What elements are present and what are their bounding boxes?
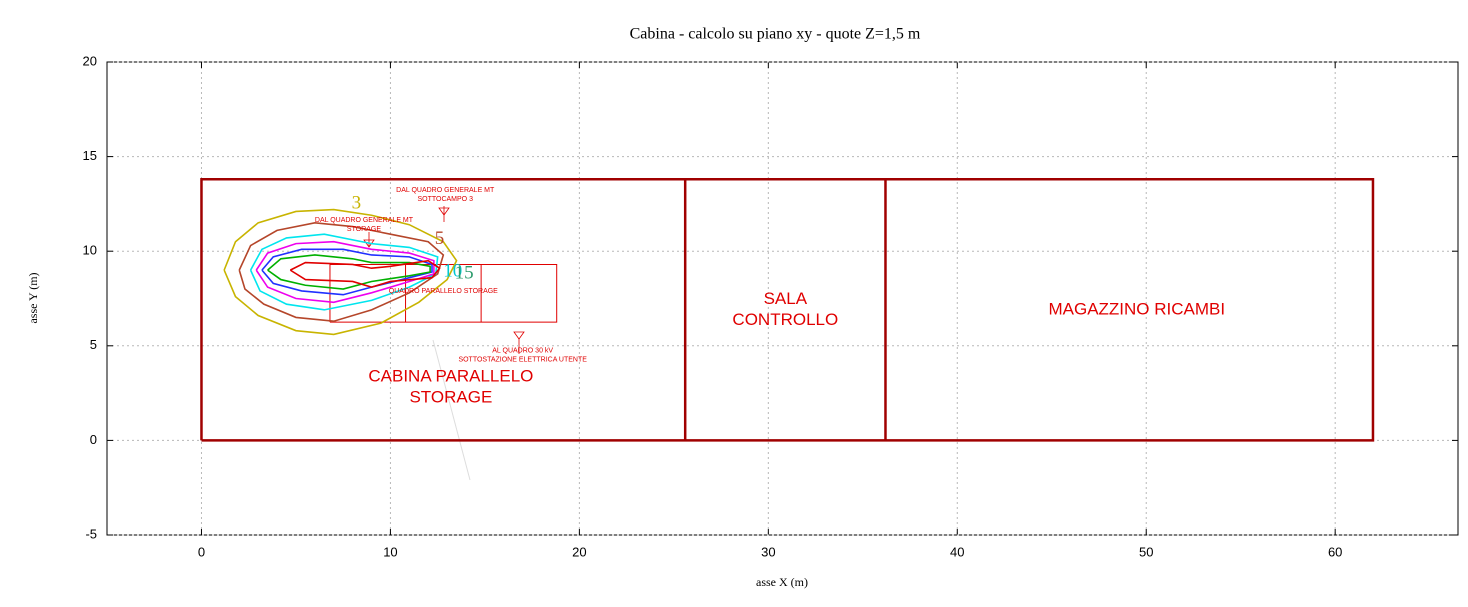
- x-tick-label: 10: [383, 544, 397, 559]
- x-tick-label: 60: [1328, 544, 1342, 559]
- note: AL QUADRO 30 kV: [492, 348, 553, 355]
- chart-title: Cabina - calcolo su piano xy - quote Z=1…: [630, 26, 921, 43]
- contour-line: [238, 222, 445, 323]
- room-label: MAGAZZINO RICAMBI: [1048, 299, 1225, 318]
- contour-label: 15: [455, 262, 474, 283]
- contour-line: [267, 254, 431, 290]
- note: STORAGE: [347, 226, 381, 233]
- contour-line: [255, 240, 435, 304]
- y-tick-label: 10: [83, 243, 97, 258]
- y-tick-label: -5: [85, 526, 97, 541]
- contour-line: [261, 248, 433, 296]
- wall: [200, 178, 1375, 442]
- x-tick-label: 50: [1139, 544, 1153, 559]
- room-label: CABINA PARALLELO: [368, 366, 533, 385]
- x-tick-label: 30: [761, 544, 775, 559]
- y-axis-label: asse Y (m): [26, 272, 40, 323]
- arrow: [438, 206, 450, 222]
- note: DAL QUADRO GENERALE MT: [315, 217, 414, 224]
- note: DAL QUADRO GENERALE MT: [396, 187, 495, 194]
- room-label: STORAGE: [409, 387, 492, 406]
- arrow: [363, 232, 375, 248]
- contour-label: 10: [443, 260, 462, 281]
- y-tick-label: 0: [90, 432, 97, 447]
- note: SOTTOSTAZIONE ELETTRICA UTENTE: [458, 357, 587, 364]
- x-tick-label: 20: [572, 544, 586, 559]
- faint-line: [432, 339, 471, 481]
- contour-label: 5: [435, 228, 445, 249]
- x-tick-label: 40: [950, 544, 964, 559]
- note: SOTTOCAMPO 3: [417, 196, 473, 203]
- contour-label: 3: [352, 192, 362, 213]
- y-tick-label: 15: [83, 148, 97, 163]
- x-tick-label: 0: [198, 544, 205, 559]
- contour-line: [223, 208, 458, 336]
- x-axis-label: asse X (m): [756, 575, 808, 589]
- y-tick-label: 5: [90, 337, 97, 352]
- contour-line: [289, 259, 441, 288]
- y-tick-label: 20: [83, 53, 97, 68]
- room-label: SALA: [764, 289, 808, 308]
- note: QUADRO PARALLELO STORAGE: [389, 288, 498, 295]
- contour-line: [249, 233, 439, 311]
- room-label: CONTROLLO: [732, 310, 838, 329]
